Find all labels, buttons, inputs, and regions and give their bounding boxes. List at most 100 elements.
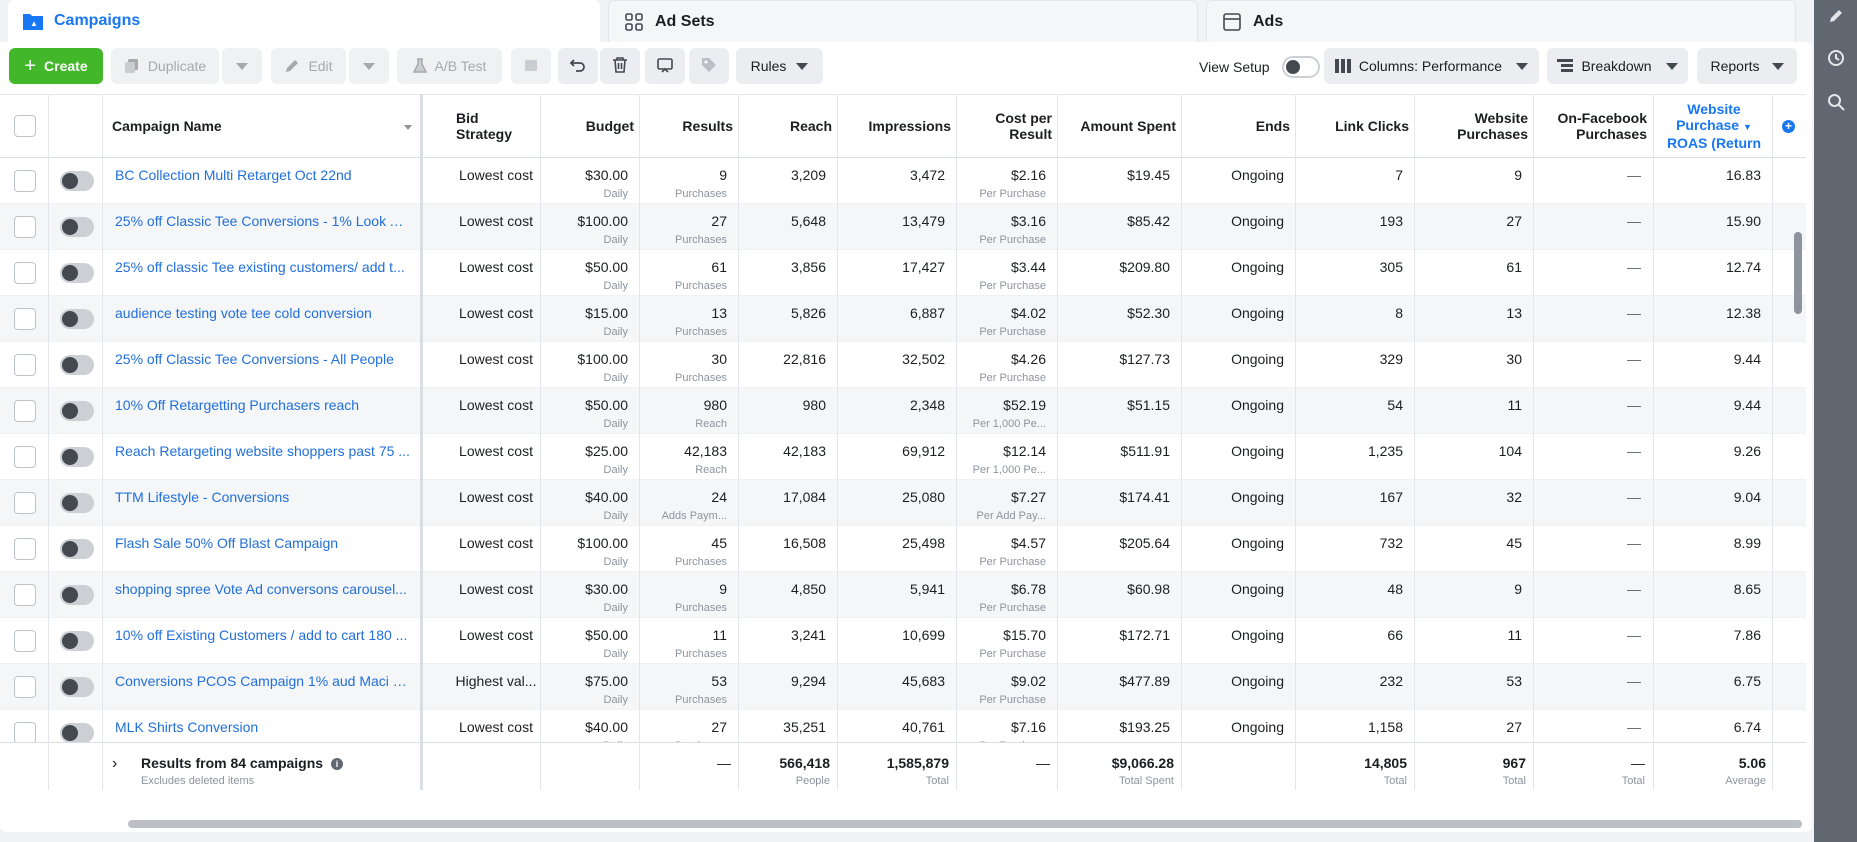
row-checkbox[interactable] [14, 354, 36, 376]
table-row[interactable]: shopping spree Vote Ad conversons carous… [0, 572, 1806, 618]
col-campaign-name[interactable]: Campaign Name [106, 95, 420, 157]
campaign-toggle[interactable] [60, 631, 94, 651]
campaign-toggle[interactable] [60, 355, 94, 375]
campaign-name-link[interactable]: audience testing vote tee cold conversio… [115, 305, 372, 321]
campaign-name-link[interactable]: 25% off classic Tee existing customers/ … [115, 259, 405, 275]
columns-button[interactable]: Columns: Performance [1324, 48, 1539, 84]
campaign-name-link[interactable]: shopping spree Vote Ad conversons carous… [115, 581, 407, 597]
campaign-toggle[interactable] [60, 539, 94, 559]
col-results[interactable]: Results [640, 95, 739, 157]
table-row[interactable]: 10% Off Retargetting Purchasers reach Low… [0, 388, 1806, 434]
table-row[interactable]: Conversions PCOS Campaign 1% aud Maci p.… [0, 664, 1806, 710]
tab-ad-sets[interactable]: Ad Sets [608, 0, 1198, 42]
col-bid-strategy[interactable]: Bid Strategy [450, 95, 542, 157]
campaign-toggle[interactable] [60, 447, 94, 467]
view-setup-toggle[interactable] [1281, 56, 1320, 78]
duplicate-dropdown-button[interactable] [222, 48, 262, 84]
campaign-name-link[interactable]: Reach Retargeting website shoppers past … [115, 443, 410, 459]
horizontal-scrollbar[interactable] [128, 820, 1802, 828]
campaign-name-link[interactable]: MLK Shirts Conversion [115, 719, 259, 735]
campaign-toggle[interactable] [60, 723, 94, 743]
campaign-toggle[interactable] [60, 493, 94, 513]
campaign-name-link[interactable]: Conversions PCOS Campaign 1% aud Maci p.… [115, 673, 410, 689]
select-all-checkbox[interactable] [14, 115, 36, 137]
campaign-name-link[interactable]: Flash Sale 50% Off Blast Campaign [115, 535, 339, 551]
clock-icon[interactable] [1826, 48, 1846, 68]
cell-impressions: 32,502 [838, 342, 957, 388]
table-row[interactable]: BC Collection Multi Retarget Oct 22nd Low… [0, 158, 1806, 204]
campaign-toggle[interactable] [60, 217, 94, 237]
cell-roas-value: 8.99 [1733, 535, 1761, 551]
cell-impressions-value: 5,941 [909, 581, 945, 597]
col-website-purchase-roas[interactable]: Website Purchase ▼ ROAS (Return [1655, 95, 1773, 157]
vertical-scrollbar[interactable] [1794, 232, 1802, 314]
row-checkbox[interactable] [14, 170, 36, 192]
row-checkbox[interactable] [14, 584, 36, 606]
campaign-name-link[interactable]: BC Collection Multi Retarget Oct 22nd [115, 167, 352, 183]
row-checkbox[interactable] [14, 446, 36, 468]
rules-button[interactable]: Rules [736, 48, 823, 84]
col-amount-spent[interactable]: Amount Spent [1058, 95, 1182, 157]
preview-button[interactable] [645, 48, 685, 84]
campaign-toggle[interactable] [60, 677, 94, 697]
row-checkbox[interactable] [14, 722, 36, 744]
tab-ads[interactable]: Ads [1206, 0, 1796, 42]
row-checkbox[interactable] [14, 492, 36, 514]
table-row[interactable]: Reach Retargeting website shoppers past … [0, 434, 1806, 480]
campaign-name-link[interactable]: 10% off Existing Customers / add to cart… [115, 627, 408, 643]
undo-button[interactable] [558, 48, 598, 84]
expand-chevron-icon[interactable]: › [112, 755, 118, 772]
table-row[interactable]: 25% off Classic Tee Conversions - All Pe… [0, 342, 1806, 388]
tag-button[interactable] [689, 48, 729, 84]
table-row[interactable]: 10% off Existing Customers / add to cart… [0, 618, 1806, 664]
col-impressions[interactable]: Impressions [838, 95, 957, 157]
col-cost-per-result[interactable]: Cost per Result [957, 95, 1058, 157]
cell-wp: 30 [1415, 342, 1534, 388]
col-on-facebook-purchases[interactable]: On-Facebook Purchases [1534, 95, 1653, 157]
row-checkbox[interactable] [14, 538, 36, 560]
ab-test-button[interactable]: A/B Test [397, 48, 502, 84]
campaign-toggle[interactable] [60, 401, 94, 421]
create-button[interactable]: + Create [9, 48, 103, 84]
row-checkbox[interactable] [14, 308, 36, 330]
archive-button[interactable] [511, 48, 551, 84]
table-row[interactable]: TTM Lifestyle - Conversions Lowest cost $4… [0, 480, 1806, 526]
col-reach[interactable]: Reach [739, 95, 838, 157]
row-checkbox[interactable] [14, 216, 36, 238]
row-checkbox[interactable] [14, 400, 36, 422]
duplicate-button[interactable]: Duplicate [111, 48, 219, 84]
table-row[interactable]: Flash Sale 50% Off Blast Campaign Lowest … [0, 526, 1806, 572]
edit-button[interactable]: Edit [271, 48, 346, 84]
campaign-name-link[interactable]: 10% Off Retargetting Purchasers reach [115, 397, 360, 413]
col-website-purchases[interactable]: Website Purchases [1415, 95, 1534, 157]
cell-bid-value: Lowest cost [459, 581, 533, 597]
campaign-name-link[interactable]: 25% off Classic Tee Conversions - All Pe… [115, 351, 394, 367]
table-row[interactable]: audience testing vote tee cold conversio… [0, 296, 1806, 342]
search-chart-icon[interactable] [1826, 92, 1846, 112]
info-icon[interactable]: i [330, 758, 343, 771]
delete-button[interactable] [600, 48, 640, 84]
table-row[interactable]: 25% off classic Tee existing customers/ … [0, 250, 1806, 296]
breakdown-button[interactable]: Breakdown [1547, 48, 1688, 84]
campaign-name-link[interactable]: 25% off Classic Tee Conversions - 1% Loo… [115, 213, 410, 229]
add-column-icon[interactable]: + [1782, 120, 1795, 133]
campaign-toggle[interactable] [60, 309, 94, 329]
col-ends[interactable]: Ends [1182, 95, 1296, 157]
campaign-name-link[interactable]: TTM Lifestyle - Conversions [115, 489, 290, 505]
reports-button[interactable]: Reports [1697, 48, 1797, 84]
row-checkbox[interactable] [14, 262, 36, 284]
campaign-toggle[interactable] [60, 171, 94, 191]
col-link-clicks[interactable]: Link Clicks [1296, 95, 1415, 157]
column-divider[interactable] [420, 94, 423, 790]
row-checkbox[interactable] [14, 676, 36, 698]
col-budget[interactable]: Budget [542, 95, 640, 157]
tab-campaigns[interactable]: ▲ Campaigns [8, 0, 600, 42]
campaign-toggle[interactable] [60, 585, 94, 605]
edit-dropdown-button[interactable] [349, 48, 389, 84]
cell-cpr-sub: Per Purchase [979, 602, 1046, 614]
row-checkbox[interactable] [14, 630, 36, 652]
table-row[interactable]: 25% off Classic Tee Conversions - 1% Loo… [0, 204, 1806, 250]
cell-ofp: — [1534, 480, 1653, 526]
pencil-icon[interactable] [1826, 6, 1846, 26]
campaign-toggle[interactable] [60, 263, 94, 283]
